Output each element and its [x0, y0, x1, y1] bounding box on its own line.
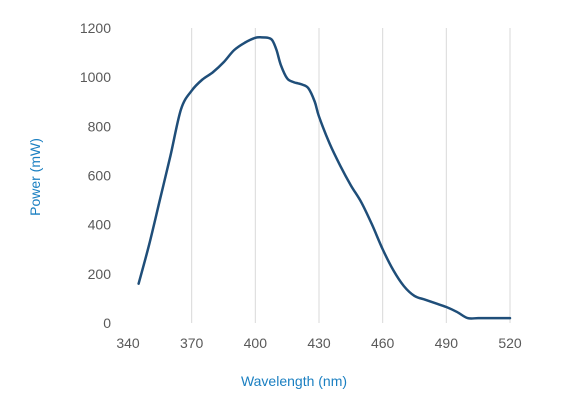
y-tick-label: 600 [88, 168, 112, 184]
x-axis-ticks: 340 370 400 430 460 490 520 [116, 335, 522, 351]
x-tick-label: 340 [116, 335, 140, 351]
x-tick-label: 400 [244, 335, 268, 351]
x-tick-label: 370 [180, 335, 204, 351]
x-tick-label: 460 [371, 335, 395, 351]
y-tick-label: 0 [103, 315, 111, 331]
y-tick-label: 200 [88, 266, 112, 282]
series-line [137, 35, 512, 320]
y-axis-title: Power (mW) [27, 138, 43, 216]
gridlines [191, 28, 511, 323]
y-tick-label: 1200 [80, 20, 111, 36]
x-axis-title: Wavelength (nm) [241, 373, 347, 389]
y-tick-label: 1000 [80, 69, 111, 85]
x-tick-label: 430 [307, 335, 331, 351]
y-tick-label: 800 [88, 118, 112, 134]
x-tick-label: 520 [498, 335, 522, 351]
y-tick-label: 400 [88, 217, 112, 233]
y-axis-ticks: 0 200 400 600 800 1000 1200 [80, 20, 111, 331]
x-tick-label: 490 [435, 335, 459, 351]
series-group [137, 35, 512, 320]
